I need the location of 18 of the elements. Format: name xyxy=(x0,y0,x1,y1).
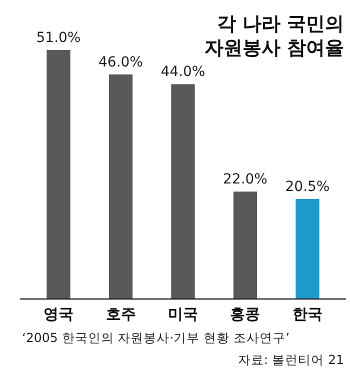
x-tick-label: 호주 xyxy=(106,305,136,323)
bar xyxy=(108,74,133,299)
text: ‘2005 한국인의 자원봉사·기부 현황 조사연구’ xyxy=(22,330,290,345)
bar xyxy=(46,50,70,299)
bar xyxy=(233,192,258,299)
x-tick-label: 홍콩 xyxy=(230,305,260,323)
data-label: 51.0% xyxy=(36,30,81,46)
data-label: 22.0% xyxy=(223,172,268,188)
data-label: 44.0% xyxy=(160,64,206,80)
x-tick-label: 미국 xyxy=(168,305,198,323)
x-tick-label: 영국 xyxy=(44,305,74,323)
bar xyxy=(171,84,195,299)
x-tick-label: 한국 xyxy=(292,305,322,323)
text: 자료: 볼런티어 21 xyxy=(238,352,344,367)
bar xyxy=(296,198,320,299)
chart-title: 각 나라 국민의 자원봉사 참여율 xyxy=(204,13,344,59)
data-label: 46.0% xyxy=(98,54,143,70)
data-label: 20.5% xyxy=(285,178,330,195)
